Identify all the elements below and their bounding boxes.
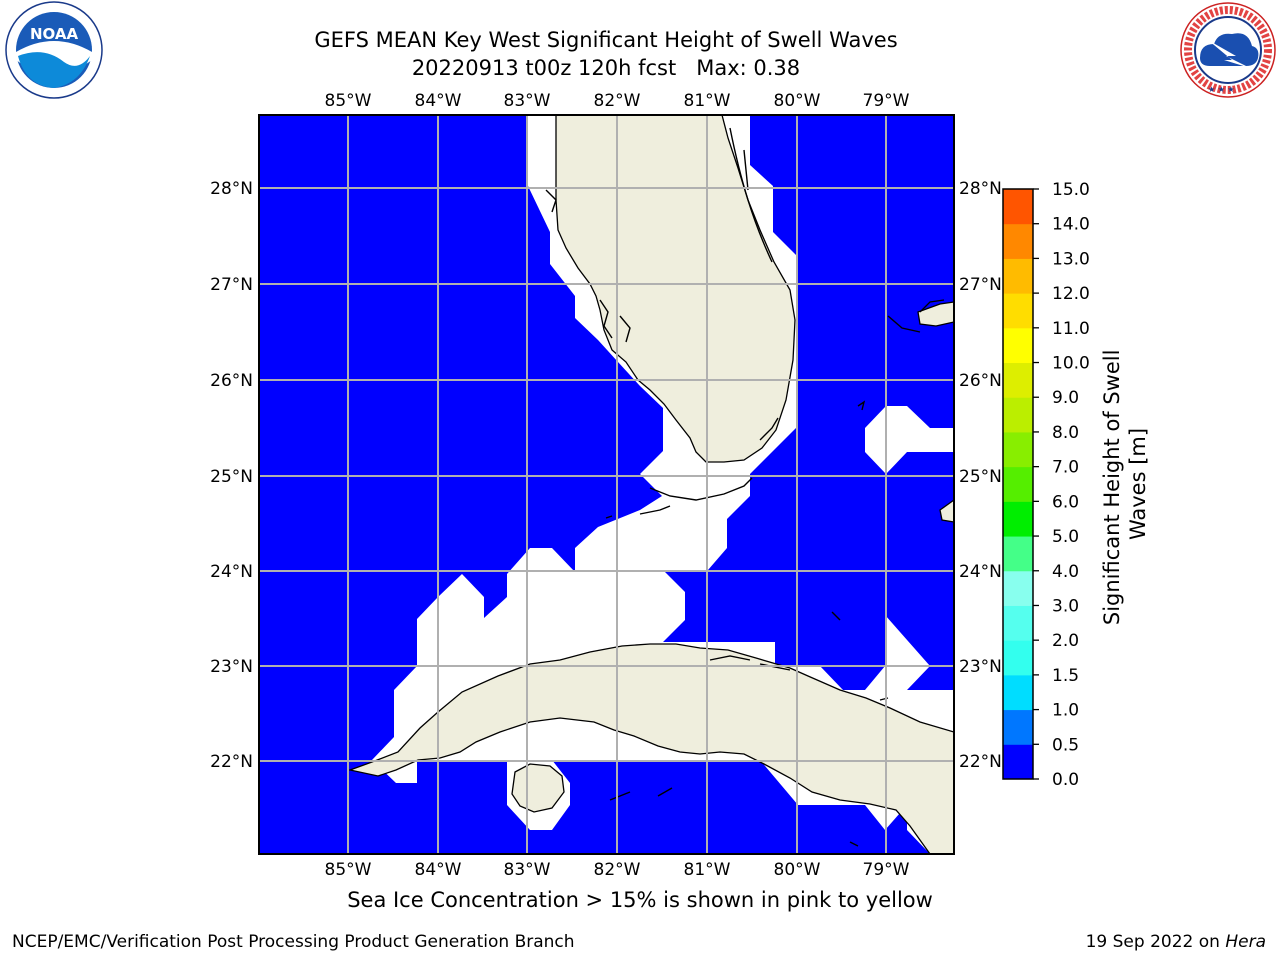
bahamas-andros-land bbox=[939, 499, 954, 523]
lon-label: 79°W bbox=[863, 860, 910, 880]
sea-ice-caption: Sea Ice Concentration > 15% is shown in … bbox=[347, 888, 933, 912]
map-frame bbox=[258, 114, 955, 855]
lon-label: 81°W bbox=[684, 860, 731, 880]
colorbar: 0.0 0.5 1.0 1.5 2.0 3.0 4.0 5.0 6.0 7.0 8.0 9.0 10.0… bbox=[1003, 180, 1090, 790]
map-area bbox=[259, 115, 954, 854]
colorbar-tick-label: 9.0 bbox=[1052, 388, 1079, 408]
colorbar-label-line1: Significant Height of Swell bbox=[1100, 350, 1124, 626]
colorbar-label: Significant Height of Swell Waves [m] bbox=[1100, 343, 1150, 625]
colorbar-tick-label: 10.0 bbox=[1052, 354, 1090, 374]
colorbar-segment bbox=[1003, 258, 1033, 294]
footer-branch: NCEP/EMC/Verification Post Processing Pr… bbox=[12, 932, 575, 952]
colorbar-tick-label: 7.0 bbox=[1052, 458, 1079, 478]
lon-labels-bottom: 85°W 84°W 83°W 82°W 81°W 80°W 79°W bbox=[325, 860, 910, 880]
colorbar-tick-label: 0.0 bbox=[1052, 770, 1079, 790]
footer-host: Hera bbox=[1225, 932, 1266, 952]
lat-labels-right: 28°N 27°N 26°N 25°N 24°N 23°N 22°N bbox=[959, 179, 1002, 772]
lon-label: 80°W bbox=[774, 860, 821, 880]
title-line-1: GEFS MEAN Key West Significant Height of… bbox=[314, 28, 898, 52]
colorbar-segment bbox=[1003, 362, 1033, 398]
nws-logo: ★ ★ ★ bbox=[1178, 0, 1278, 100]
bahamas-grand-land bbox=[917, 301, 954, 327]
colorbar-segment bbox=[1003, 570, 1033, 606]
colorbar-segment bbox=[1003, 536, 1033, 572]
lon-label: 82°W bbox=[594, 860, 641, 880]
lon-label: 84°W bbox=[415, 91, 462, 111]
land-masses bbox=[347, 115, 954, 854]
lon-label: 85°W bbox=[325, 860, 372, 880]
lat-label: 23°N bbox=[210, 657, 253, 677]
colorbar-tick-label: 0.5 bbox=[1052, 735, 1079, 755]
lat-label: 23°N bbox=[959, 657, 1002, 677]
isla-juventud-land bbox=[511, 763, 565, 813]
colorbar-segment bbox=[1003, 709, 1033, 745]
colorbar-tick-label: 13.0 bbox=[1052, 249, 1090, 269]
colorbar-segment bbox=[1003, 223, 1033, 259]
chart-title: GEFS MEAN Key West Significant Height of… bbox=[314, 26, 897, 82]
colorbar-tick-label: 5.0 bbox=[1052, 527, 1079, 547]
colorbar-tick-label: 14.0 bbox=[1052, 215, 1090, 235]
colorbar-segment bbox=[1003, 397, 1033, 433]
colorbar-frame bbox=[1002, 188, 1034, 780]
colorbar-segment bbox=[1003, 605, 1033, 641]
colorbar-tick-label: 12.0 bbox=[1052, 284, 1090, 304]
colorbar-tick-label: 3.0 bbox=[1052, 596, 1079, 616]
graticule bbox=[259, 115, 954, 854]
colorbar-segment bbox=[1003, 327, 1033, 364]
lat-label: 26°N bbox=[959, 371, 1002, 391]
lat-label: 28°N bbox=[210, 179, 253, 199]
noaa-emblem-icon: NOAA bbox=[5, 1, 103, 99]
lat-label: 24°N bbox=[959, 562, 1002, 582]
title-line-2: 20220913 t00z 120h fcst Max: 0.38 bbox=[411, 56, 801, 80]
lon-label: 81°W bbox=[684, 91, 731, 111]
colorbar-tick-label: 8.0 bbox=[1052, 423, 1079, 443]
lat-label: 26°N bbox=[210, 371, 253, 391]
noaa-logo-text: NOAA bbox=[30, 25, 79, 43]
colorbar-tick-label: 2.0 bbox=[1052, 631, 1079, 651]
lat-label: 27°N bbox=[210, 275, 253, 295]
cuba-land bbox=[347, 643, 954, 854]
lon-label: 84°W bbox=[415, 860, 462, 880]
lon-labels-top: 85°W 84°W 83°W 82°W 81°W 80°W 79°W bbox=[325, 91, 910, 111]
colorbar-tick-label: 4.0 bbox=[1052, 562, 1079, 582]
lon-label: 80°W bbox=[774, 91, 821, 111]
nws-emblem-icon: ★ ★ ★ bbox=[1180, 2, 1276, 98]
lat-labels-left: 28°N 27°N 26°N 25°N 24°N 23°N 22°N bbox=[210, 179, 253, 772]
colorbar-tick-label: 15.0 bbox=[1052, 180, 1090, 200]
lon-label: 83°W bbox=[504, 91, 551, 111]
colorbar-tick-label: 1.5 bbox=[1052, 666, 1079, 686]
noaa-logo: NOAA bbox=[4, 0, 104, 100]
lon-label: 82°W bbox=[594, 91, 641, 111]
lon-label: 83°W bbox=[504, 860, 551, 880]
lat-label: 24°N bbox=[210, 562, 253, 582]
florida-land bbox=[555, 115, 796, 463]
lat-label: 22°N bbox=[210, 752, 253, 772]
footer-date-text: 19 Sep 2022 on bbox=[1085, 932, 1226, 952]
colorbar-segment bbox=[1003, 674, 1033, 711]
lat-label: 22°N bbox=[959, 752, 1002, 772]
lat-label: 27°N bbox=[959, 275, 1002, 295]
colorbar-segment bbox=[1003, 744, 1033, 780]
lat-label: 25°N bbox=[210, 467, 253, 487]
colorbar-tick-label: 11.0 bbox=[1052, 319, 1090, 339]
colorbar-segment bbox=[1003, 466, 1033, 502]
lat-label: 28°N bbox=[959, 179, 1002, 199]
lon-label: 79°W bbox=[863, 91, 910, 111]
colorbar-segment bbox=[1003, 640, 1033, 676]
svg-text:★ ★ ★: ★ ★ ★ bbox=[1208, 85, 1235, 94]
colorbar-tick-label: 1.0 bbox=[1052, 701, 1079, 721]
lat-label: 25°N bbox=[959, 467, 1002, 487]
colorbar-segment bbox=[1003, 189, 1033, 225]
lon-label: 85°W bbox=[325, 91, 372, 111]
colorbar-label-line2: Waves [m] bbox=[1126, 428, 1150, 540]
footer-date: 19 Sep 2022 on Hera bbox=[1086, 932, 1266, 952]
colorbar-tick-label: 6.0 bbox=[1052, 492, 1079, 512]
colorbar-segment bbox=[1003, 501, 1033, 537]
colorbar-segment bbox=[1003, 431, 1033, 468]
colorbar-segment bbox=[1003, 293, 1033, 329]
